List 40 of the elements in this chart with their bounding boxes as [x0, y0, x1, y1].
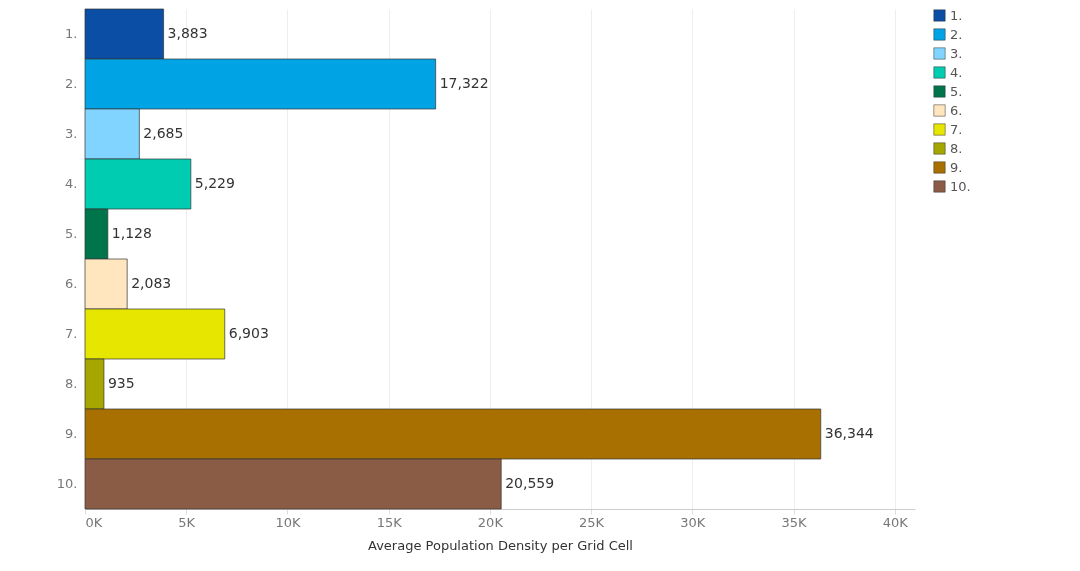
legend-label: 8. [950, 140, 963, 156]
data-label: 17,322 [439, 75, 489, 91]
legend-label: 1. [950, 7, 963, 23]
legend-label: 5. [950, 83, 963, 99]
y-tick-label: 3. [65, 126, 78, 141]
y-tick-label: 1. [65, 26, 78, 41]
y-tick-label: 2. [65, 76, 78, 91]
legend-label: 6. [950, 102, 963, 118]
x-tick-label: 5K [178, 514, 196, 530]
y-tick-label: 4. [65, 176, 78, 191]
y-tick-label: 7. [65, 326, 78, 341]
legend-label: 4. [950, 64, 963, 80]
data-label: 935 [107, 375, 135, 391]
data-label: 36,344 [824, 425, 874, 441]
y-tick-label: 5. [65, 226, 78, 241]
data-label: 2,685 [143, 125, 184, 141]
x-tick-label: 30K [680, 514, 706, 530]
x-tick-label: 15K [376, 514, 403, 530]
x-tick-label: 0K [85, 514, 103, 530]
legend-label: 9. [950, 159, 963, 175]
x-axis-title: Average Population Density per Grid Cell [368, 537, 633, 553]
y-tick-label: 8. [65, 376, 78, 391]
legend-label: 2. [950, 26, 963, 42]
x-tick-label: 25K [579, 514, 605, 530]
data-label: 1,128 [111, 225, 152, 241]
data-label: 3,883 [167, 25, 208, 41]
data-label: 6,903 [228, 325, 269, 341]
data-label: 5,229 [194, 175, 235, 191]
y-tick-label: 9. [65, 426, 78, 441]
y-tick-label: 10. [56, 476, 78, 491]
x-tick-label: 20K [477, 514, 504, 530]
legend-label: 7. [950, 121, 963, 137]
data-label: 20,559 [505, 475, 555, 491]
x-tick-label: 40K [882, 514, 909, 530]
legend-label: 3. [950, 45, 963, 61]
data-label: 2,083 [131, 275, 172, 291]
y-tick-label: 6. [65, 276, 78, 291]
x-tick-label: 35K [781, 514, 808, 530]
legend-label: 10. [950, 178, 971, 194]
x-tick-label: 10K [275, 514, 301, 530]
